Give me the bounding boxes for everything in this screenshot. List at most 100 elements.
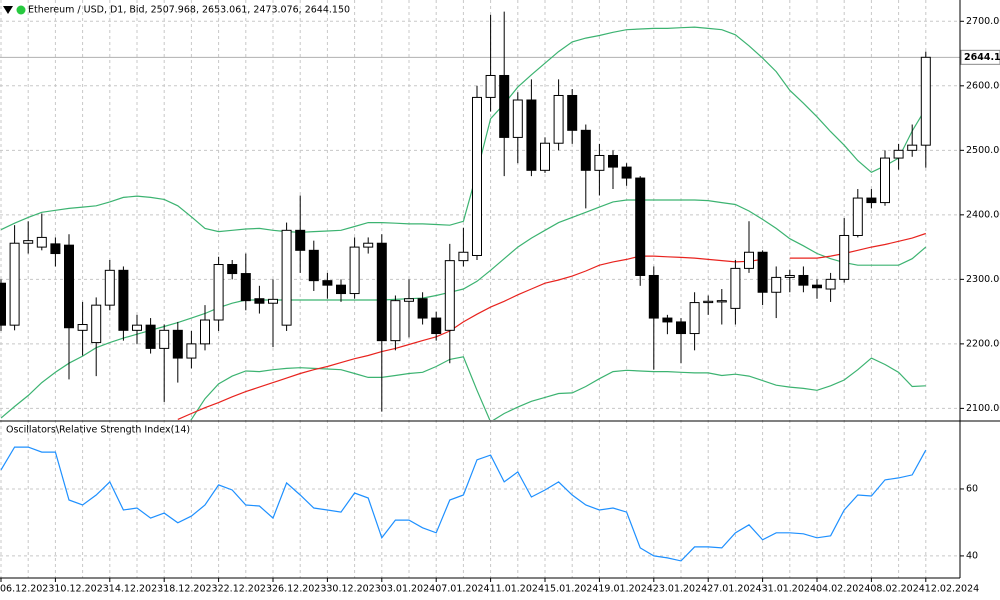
candle-body [227,264,238,275]
candle-body [9,242,20,326]
candle-body [580,129,591,171]
candle-body [417,298,428,319]
candle-body [784,274,795,278]
candle-body [268,298,278,304]
candle-body [866,197,877,204]
x-tick-label: 18.12.2023 [163,584,217,595]
candle-body [880,157,890,204]
candle-body [254,298,265,304]
menu-triangle[interactable] [3,6,13,14]
candle-body [77,324,88,331]
rsi-line [0,446,927,562]
x-tick-label: 10.12.2023 [54,584,108,595]
x-tick-label: 15.01.2024 [544,584,598,595]
candle-body [91,304,102,344]
indicator-title: Oscillators\Relative Strength Index(14) [6,425,190,436]
candle-body [376,242,387,342]
x-tick-label: 12.02.2024 [925,584,979,595]
candle-body [567,94,578,131]
candle-body [0,282,6,326]
last-price-label: 2644.150 [964,52,1000,63]
candle-body [635,177,646,276]
x-tick-label: 22.12.2023 [218,584,272,595]
candle-body [322,280,333,286]
candle-body [689,302,700,335]
bollinger-band [0,26,927,233]
price-panel [0,11,931,420]
candle-body [907,144,918,151]
x-tick-label: 26.12.2023 [272,584,326,595]
candle-body [825,278,836,290]
candle-body [757,251,768,293]
candle-body [104,269,115,306]
candle-body [852,197,863,236]
x-tick-label: 07.01.2024 [435,584,489,595]
candle-body [200,319,210,345]
candle-body [716,300,727,303]
candle-body [118,269,129,331]
candle-body [798,274,809,286]
x-tick-label: 23.01.2024 [653,584,707,595]
y-tick-label: 60 [966,483,978,494]
candle-body [390,300,401,342]
candle-body [404,298,414,302]
candle-body [771,276,782,293]
candle-body [920,56,931,146]
x-tick-label: 31.01.2024 [762,584,816,595]
candle-body [50,243,61,255]
y-tick-label: 2600.000 [966,80,1000,91]
x-tick-label: 08.02.2024 [870,584,924,595]
candle-body [295,229,306,251]
y-tick-label: 2700.000 [966,16,1000,27]
candle-body [431,317,442,335]
candle-body [812,284,822,289]
x-tick-label: 19.01.2024 [598,584,652,595]
x-tick-label: 30.12.2023 [326,584,380,595]
candle-body [23,240,34,244]
x-tick-label: 04.02.2024 [816,584,870,595]
candle-body [240,273,251,302]
candle-body [308,249,319,282]
y-tick-label: 40 [966,550,978,561]
candle-body [499,74,510,138]
candle-body [145,324,156,349]
candle-body [594,154,605,171]
candle-body [526,99,537,171]
candle-body [893,149,904,159]
candle-body [213,264,224,321]
candle-body [512,99,523,138]
candle-body [336,284,346,295]
last-price-box [960,49,1000,65]
moving-average [177,232,926,420]
x-tick-label: 03.01.2024 [381,584,435,595]
x-tick-label: 27.01.2024 [707,584,761,595]
status-dot [16,5,26,15]
y-tick-label: 2300.000 [966,274,1000,285]
candle-body [839,234,850,280]
candle-body [172,329,183,359]
y-tick-label: 2100.000 [966,403,1000,414]
candle-body [472,96,482,256]
x-tick-label: 14.12.2023 [109,584,163,595]
candle-body [64,244,74,329]
y-tick-label: 2500.000 [966,145,1000,156]
axis-layer: 06.12.2023 10.12.2023 14.12.2023 18.12.2023… [0,16,1000,595]
candle-body [553,94,564,144]
candle-body [281,229,292,326]
candle-body [132,324,142,331]
candle-body [458,251,469,262]
candle-body [676,321,686,335]
y-tick-label: 2400.000 [966,209,1000,220]
candle-body [363,242,374,248]
rsi-panel [0,446,927,562]
candle-body [744,251,754,269]
candle-body [608,154,618,168]
candle-body [648,274,659,319]
candle-body [444,260,455,331]
candle-body [540,142,550,171]
candle-body [186,343,197,359]
x-tick-label: 06.12.2023 [0,584,54,595]
candle-body [703,300,714,304]
bollinger-band [190,356,926,420]
